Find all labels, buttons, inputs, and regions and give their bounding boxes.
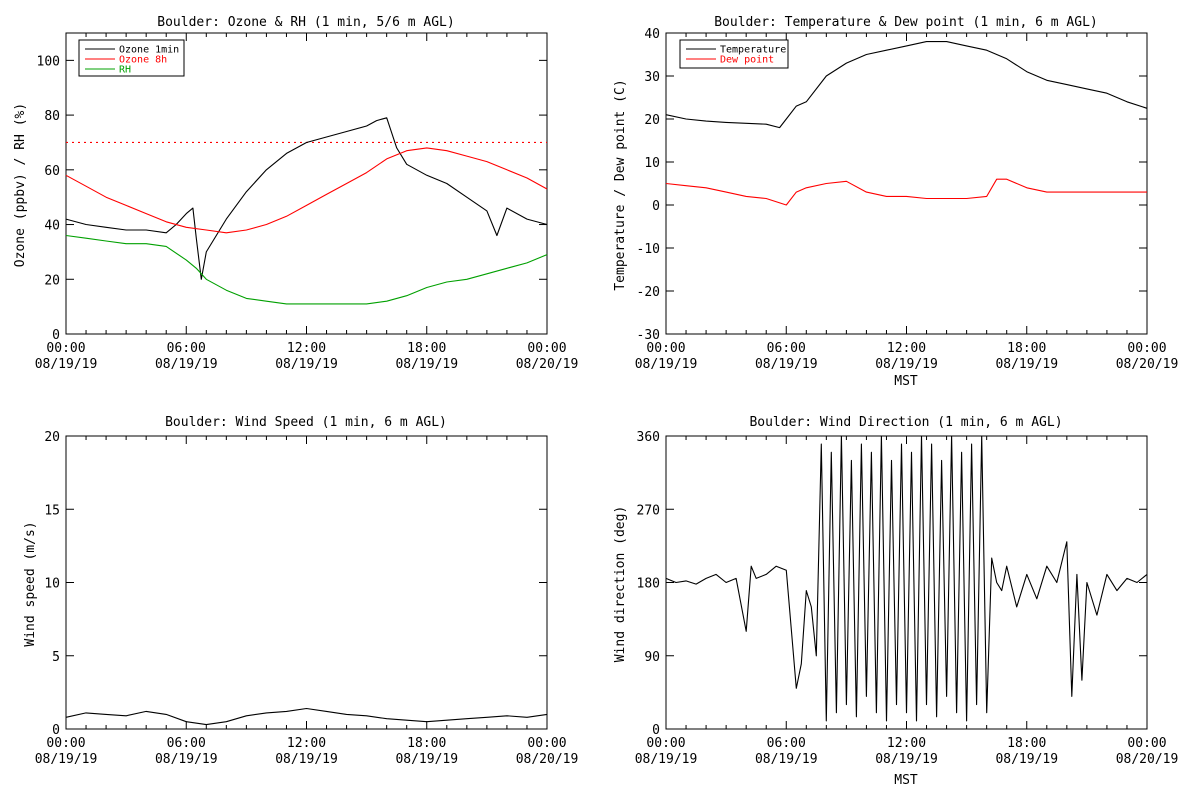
ozone-rh-panel: Boulder: Ozone & RH (1 min, 5/6 m AGL) O… (13, 15, 578, 372)
wind-direction-panel: Boulder: Wind Direction (1 min, 6 m AGL)… (613, 415, 1178, 788)
x-tick-date-label: 08/19/19 (635, 357, 698, 372)
legend-entry: RH (119, 65, 131, 76)
x-tick-date-label: 08/19/19 (395, 357, 458, 372)
y-tick-label: 0 (52, 328, 60, 343)
y-tick-label: -30 (637, 328, 660, 343)
x-tick-time-label: 00:00 (46, 736, 85, 751)
x-tick-time-label: 12:00 (287, 341, 326, 356)
x-tick-date-label: 08/19/19 (275, 357, 338, 372)
y-tick-label: 0 (652, 723, 660, 738)
y-tick-label: 5 (52, 650, 60, 665)
series-line-0 (65, 707, 548, 726)
x-tick-time-label: 00:00 (527, 736, 566, 751)
y-tick-label: 10 (644, 156, 660, 171)
x-tick-date-label: 08/19/19 (995, 752, 1058, 767)
legend-box (78, 39, 185, 77)
x-tick-date-label: 08/19/19 (755, 357, 818, 372)
y-tick-label: 180 (637, 577, 660, 592)
legend-entry: Temperature (720, 45, 786, 56)
y-axis-label: Wind direction (deg) (613, 506, 628, 663)
y-tick-label: 40 (44, 219, 60, 234)
x-tick-time-label: 12:00 (287, 736, 326, 751)
y-tick-label: 90 (644, 650, 660, 665)
chart-title: Boulder: Wind Speed (1 min, 6 m AGL) (165, 415, 447, 430)
y-tick-label: 60 (44, 164, 60, 179)
y-tick-label: 0 (52, 723, 60, 738)
chart-title: Boulder: Wind Direction (1 min, 6 m AGL) (749, 415, 1062, 430)
x-tick-date-label: 08/20/19 (516, 752, 579, 767)
series-line-ozone-1min (65, 117, 548, 280)
x-tick-time-label: 06:00 (167, 341, 206, 356)
y-tick-label: 360 (637, 430, 660, 445)
y-tick-label: 20 (644, 113, 660, 128)
chart-title: Boulder: Ozone & RH (1 min, 5/6 m AGL) (157, 15, 454, 30)
y-tick-label: 40 (644, 27, 660, 42)
x-tick-time-label: 06:00 (767, 736, 806, 751)
x-tick-time-label: 18:00 (1007, 341, 1046, 356)
x-tick-time-label: 00:00 (646, 341, 685, 356)
x-tick-time-label: 00:00 (1127, 341, 1166, 356)
y-tick-label: 20 (44, 430, 60, 445)
x-tick-date-label: 08/19/19 (875, 357, 938, 372)
y-tick-label: 100 (37, 54, 60, 69)
plot-frame (665, 32, 1148, 335)
y-tick-label: 80 (44, 109, 60, 124)
x-tick-date-label: 08/19/19 (35, 752, 98, 767)
x-tick-date-label: 08/19/19 (635, 752, 698, 767)
y-axis-label: Temperature / Dew point (C) (613, 79, 628, 290)
series-line-0 (665, 435, 1148, 722)
x-tick-time-label: 12:00 (887, 736, 926, 751)
series-line-rh (65, 234, 548, 305)
legend-entry: Dew point (720, 55, 774, 66)
x-tick-time-label: 18:00 (407, 736, 446, 751)
y-axis-label: Wind speed (m/s) (23, 521, 38, 646)
x-axis-label: MST (894, 374, 918, 389)
legend-entry: Ozone 1min (119, 45, 179, 56)
x-tick-date-label: 08/20/19 (1116, 357, 1179, 372)
y-tick-label: 0 (652, 199, 660, 214)
plot-frame (65, 32, 548, 335)
x-tick-time-label: 18:00 (1007, 736, 1046, 751)
series-line-dew-point (665, 178, 1147, 206)
x-tick-date-label: 08/19/19 (155, 357, 218, 372)
chart-title: Boulder: Temperature & Dew point (1 min,… (714, 15, 1098, 30)
y-tick-label: 270 (637, 503, 660, 518)
x-tick-date-label: 08/19/19 (155, 752, 218, 767)
x-axis-label: MST (894, 773, 918, 788)
x-tick-time-label: 06:00 (767, 341, 806, 356)
y-tick-label: -10 (637, 242, 660, 257)
x-tick-date-label: 08/19/19 (275, 752, 338, 767)
y-tick-label: 10 (44, 577, 60, 592)
x-tick-time-label: 00:00 (527, 341, 566, 356)
y-tick-label: -20 (637, 285, 660, 300)
y-axis-label: Ozone (ppbv) / RH (%) (13, 103, 28, 267)
x-tick-time-label: 00:00 (1127, 736, 1166, 751)
x-tick-date-label: 08/20/19 (516, 357, 579, 372)
series-line-ozone-8h (65, 147, 548, 234)
x-tick-date-label: 08/19/19 (755, 752, 818, 767)
x-tick-date-label: 08/19/19 (395, 752, 458, 767)
y-tick-label: 20 (44, 273, 60, 288)
wind-speed-panel: Boulder: Wind Speed (1 min, 6 m AGL) Win… (23, 415, 578, 767)
series-line-temperature (665, 41, 1148, 129)
x-tick-time-label: 12:00 (887, 341, 926, 356)
x-tick-date-label: 08/19/19 (875, 752, 938, 767)
y-tick-label: 30 (644, 70, 660, 85)
legend-box (679, 39, 789, 69)
x-tick-date-label: 08/19/19 (35, 357, 98, 372)
x-tick-time-label: 00:00 (646, 736, 685, 751)
x-tick-time-label: 06:00 (167, 736, 206, 751)
temperature-dewpoint-panel: Boulder: Temperature & Dew point (1 min,… (613, 15, 1178, 389)
y-tick-label: 15 (44, 503, 60, 518)
legend-entry: Ozone 8h (119, 55, 167, 66)
x-tick-time-label: 18:00 (407, 341, 446, 356)
x-tick-date-label: 08/19/19 (995, 357, 1058, 372)
x-tick-time-label: 00:00 (46, 341, 85, 356)
plot-frame (65, 435, 548, 730)
x-tick-date-label: 08/20/19 (1116, 752, 1179, 767)
